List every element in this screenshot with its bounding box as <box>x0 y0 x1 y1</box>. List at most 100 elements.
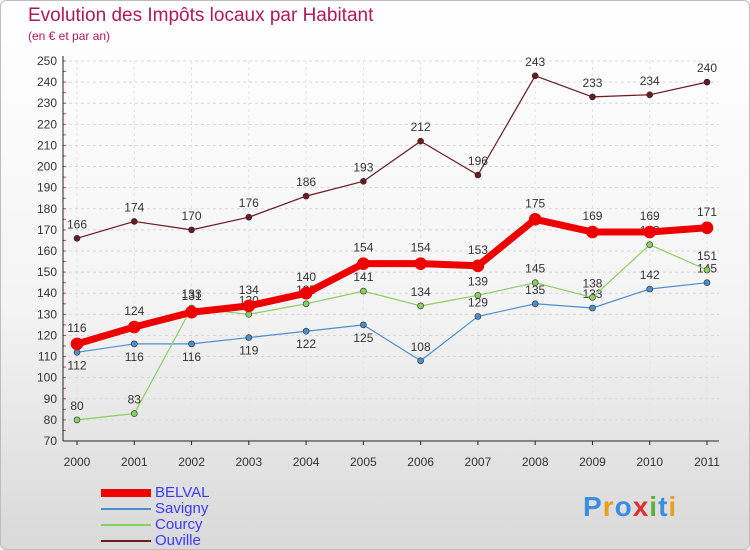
data-label-belval: 169 <box>582 209 602 223</box>
data-label-belval: 116 <box>67 321 86 335</box>
data-point-courcy <box>474 292 482 299</box>
data-label-ouville: 176 <box>239 196 259 210</box>
data-label-belval: 169 <box>640 209 660 223</box>
data-point-belval <box>299 286 313 300</box>
data-label-savigny: 142 <box>640 268 660 282</box>
logo-letter: t <box>658 491 669 522</box>
proxiti-logo: Proxiti <box>583 491 677 523</box>
y-tick-label: 130 <box>37 307 57 321</box>
y-tick-label: 250 <box>37 54 57 68</box>
data-point-savigny <box>360 321 367 329</box>
data-point-ouville <box>245 213 253 221</box>
data-label-courcy: 83 <box>128 393 142 407</box>
data-point-belval <box>528 213 542 226</box>
data-label-courcy: 139 <box>468 274 488 288</box>
data-point-savigny <box>188 340 195 348</box>
y-tick-label: 230 <box>37 96 57 110</box>
data-point-belval <box>471 259 485 273</box>
data-point-courcy <box>302 300 310 308</box>
data-point-courcy <box>130 410 138 417</box>
data-label-ouville: 186 <box>296 175 316 189</box>
data-label-belval: 154 <box>411 241 431 255</box>
data-point-courcy <box>245 311 253 318</box>
data-label-courcy: 133 <box>182 287 202 301</box>
y-tick-label: 240 <box>37 75 57 89</box>
data-label-courcy: 134 <box>411 285 431 299</box>
logo-letter: o <box>614 491 633 522</box>
data-point-ouville <box>703 78 711 86</box>
x-tick-label: 2011 <box>694 455 720 469</box>
y-tick-label: 150 <box>37 265 57 279</box>
x-tick-label: 2003 <box>235 455 262 469</box>
chart-legend: BELVAL Savigny Courcy Ouville <box>101 485 209 549</box>
data-label-courcy: 138 <box>582 276 602 290</box>
x-tick-label: 2009 <box>579 455 606 469</box>
data-point-savigny <box>130 340 138 348</box>
data-point-courcy <box>73 416 81 424</box>
data-label-ouville: 193 <box>353 160 373 174</box>
logo-letter: i <box>649 491 659 522</box>
data-label-ouville: 243 <box>525 55 545 69</box>
data-label-courcy: 141 <box>353 270 373 284</box>
y-tick-label: 140 <box>37 286 57 300</box>
data-label-savigny: 125 <box>353 331 373 345</box>
data-point-savigny <box>302 327 310 335</box>
data-label-belval: 154 <box>353 241 373 255</box>
data-point-belval <box>643 225 657 239</box>
data-label-belval: 134 <box>239 283 259 297</box>
data-point-savigny <box>646 285 654 293</box>
y-tick-label: 200 <box>37 160 57 174</box>
data-label-belval: 153 <box>468 243 488 257</box>
y-tick-label: 100 <box>37 371 57 385</box>
data-point-ouville <box>474 171 482 179</box>
data-label-courcy: 145 <box>525 262 545 276</box>
legend-item-belval: BELVAL <box>101 485 209 501</box>
data-point-belval <box>70 337 84 351</box>
x-tick-label: 2008 <box>522 455 549 469</box>
data-point-savigny <box>245 334 253 341</box>
data-point-ouville <box>417 137 424 145</box>
data-point-courcy <box>360 287 367 295</box>
x-tick-label: 2010 <box>636 455 663 469</box>
y-tick-label: 90 <box>44 392 58 406</box>
y-tick-label: 70 <box>44 434 58 448</box>
legend-item-ouville: Ouville <box>101 533 209 549</box>
logo-letter: i <box>668 491 678 522</box>
data-point-ouville <box>646 91 654 99</box>
data-point-savigny <box>73 349 81 356</box>
data-point-courcy <box>531 279 539 286</box>
data-label-ouville: 212 <box>411 120 431 134</box>
data-label-savigny: 119 <box>239 344 258 358</box>
y-tick-label: 80 <box>44 413 58 427</box>
legend-label: BELVAL <box>155 484 210 501</box>
data-label-savigny: 122 <box>296 337 316 351</box>
data-point-ouville <box>360 178 367 185</box>
data-point-courcy <box>703 266 711 274</box>
data-label-savigny: 108 <box>411 340 431 354</box>
legend-item-savigny: Savigny <box>101 501 209 517</box>
data-point-belval <box>700 221 714 235</box>
logo-letter: P <box>583 491 603 522</box>
data-label-belval: 131 <box>182 289 202 303</box>
chart-title: Evolution des Impôts locaux par Habitant <box>28 5 374 26</box>
data-label-ouville: 170 <box>182 209 202 223</box>
data-label-savigny: 133 <box>582 287 602 301</box>
data-point-courcy <box>646 241 654 248</box>
data-label-courcy: 151 <box>697 249 717 263</box>
x-tick-label: 2004 <box>293 455 320 469</box>
data-label-belval: 171 <box>697 205 717 219</box>
x-tick-label: 2005 <box>350 455 377 469</box>
data-label-savigny: 129 <box>468 295 488 309</box>
series-line-belval <box>76 215 708 348</box>
y-tick-label: 180 <box>37 202 57 216</box>
data-label-belval: 124 <box>124 304 144 318</box>
data-label-savigny: 116 <box>182 350 201 364</box>
data-label-ouville: 166 <box>67 217 87 231</box>
legend-item-courcy: Courcy <box>101 517 209 533</box>
logo-letter: r <box>602 491 615 522</box>
data-point-belval <box>242 299 256 313</box>
legend-swatch <box>101 508 151 510</box>
data-point-ouville <box>589 93 596 101</box>
y-tick-label: 160 <box>37 244 57 258</box>
